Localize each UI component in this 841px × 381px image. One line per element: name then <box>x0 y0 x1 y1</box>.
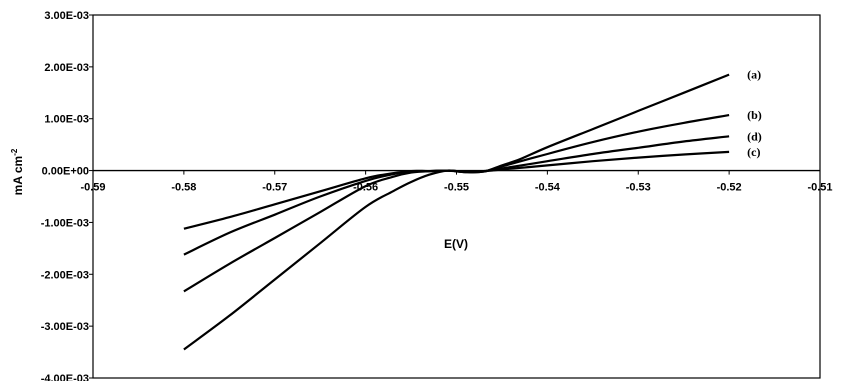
x-tick-label: -0.58 <box>171 182 196 194</box>
series-label: (b) <box>747 108 762 122</box>
series-label: (c) <box>747 145 760 159</box>
x-tick-label: -0.53 <box>626 182 651 194</box>
series-label: (d) <box>747 129 762 143</box>
y-tick-label: -1.00E-03 <box>41 217 89 229</box>
series-line <box>183 135 730 256</box>
y-axis-title-text: mA cm <box>11 156 25 196</box>
series-line <box>183 114 730 293</box>
y-tick-label: 3.00E-03 <box>44 10 89 22</box>
axes: 3.00E-03 2.00E-03 1.00E-03 0.00E+00 -1.00E-0… <box>41 10 833 381</box>
x-tick-label: -0.57 <box>262 182 287 194</box>
x-tick-label: -0.52 <box>717 182 742 194</box>
y-tick-label: -4.00E-03 <box>41 373 89 381</box>
x-tick-label: -0.51 <box>807 182 832 194</box>
y-tick-label: 0.00E+00 <box>42 166 89 178</box>
labels: (a) (b) (c) (d) <box>747 68 762 159</box>
x-tick-label: -0.55 <box>444 182 469 194</box>
y-tick-label: 2.00E-03 <box>44 62 89 74</box>
series-label: (a) <box>747 68 761 82</box>
y-tick-label: -2.00E-03 <box>41 269 89 281</box>
plot-frame <box>92 14 821 379</box>
series-line <box>183 73 730 351</box>
x-tick-label: -0.59 <box>80 182 105 194</box>
x-axis-title: E(V) <box>444 237 468 251</box>
y-axis-title: mA cm-2 <box>10 148 25 195</box>
x-tick-label: -0.54 <box>535 182 561 194</box>
y-axis-title-superscript: -2 <box>10 148 19 156</box>
y-tick-label: 1.00E-03 <box>44 114 89 126</box>
y-tick-label: -3.00E-03 <box>41 321 89 333</box>
curves <box>183 73 730 351</box>
